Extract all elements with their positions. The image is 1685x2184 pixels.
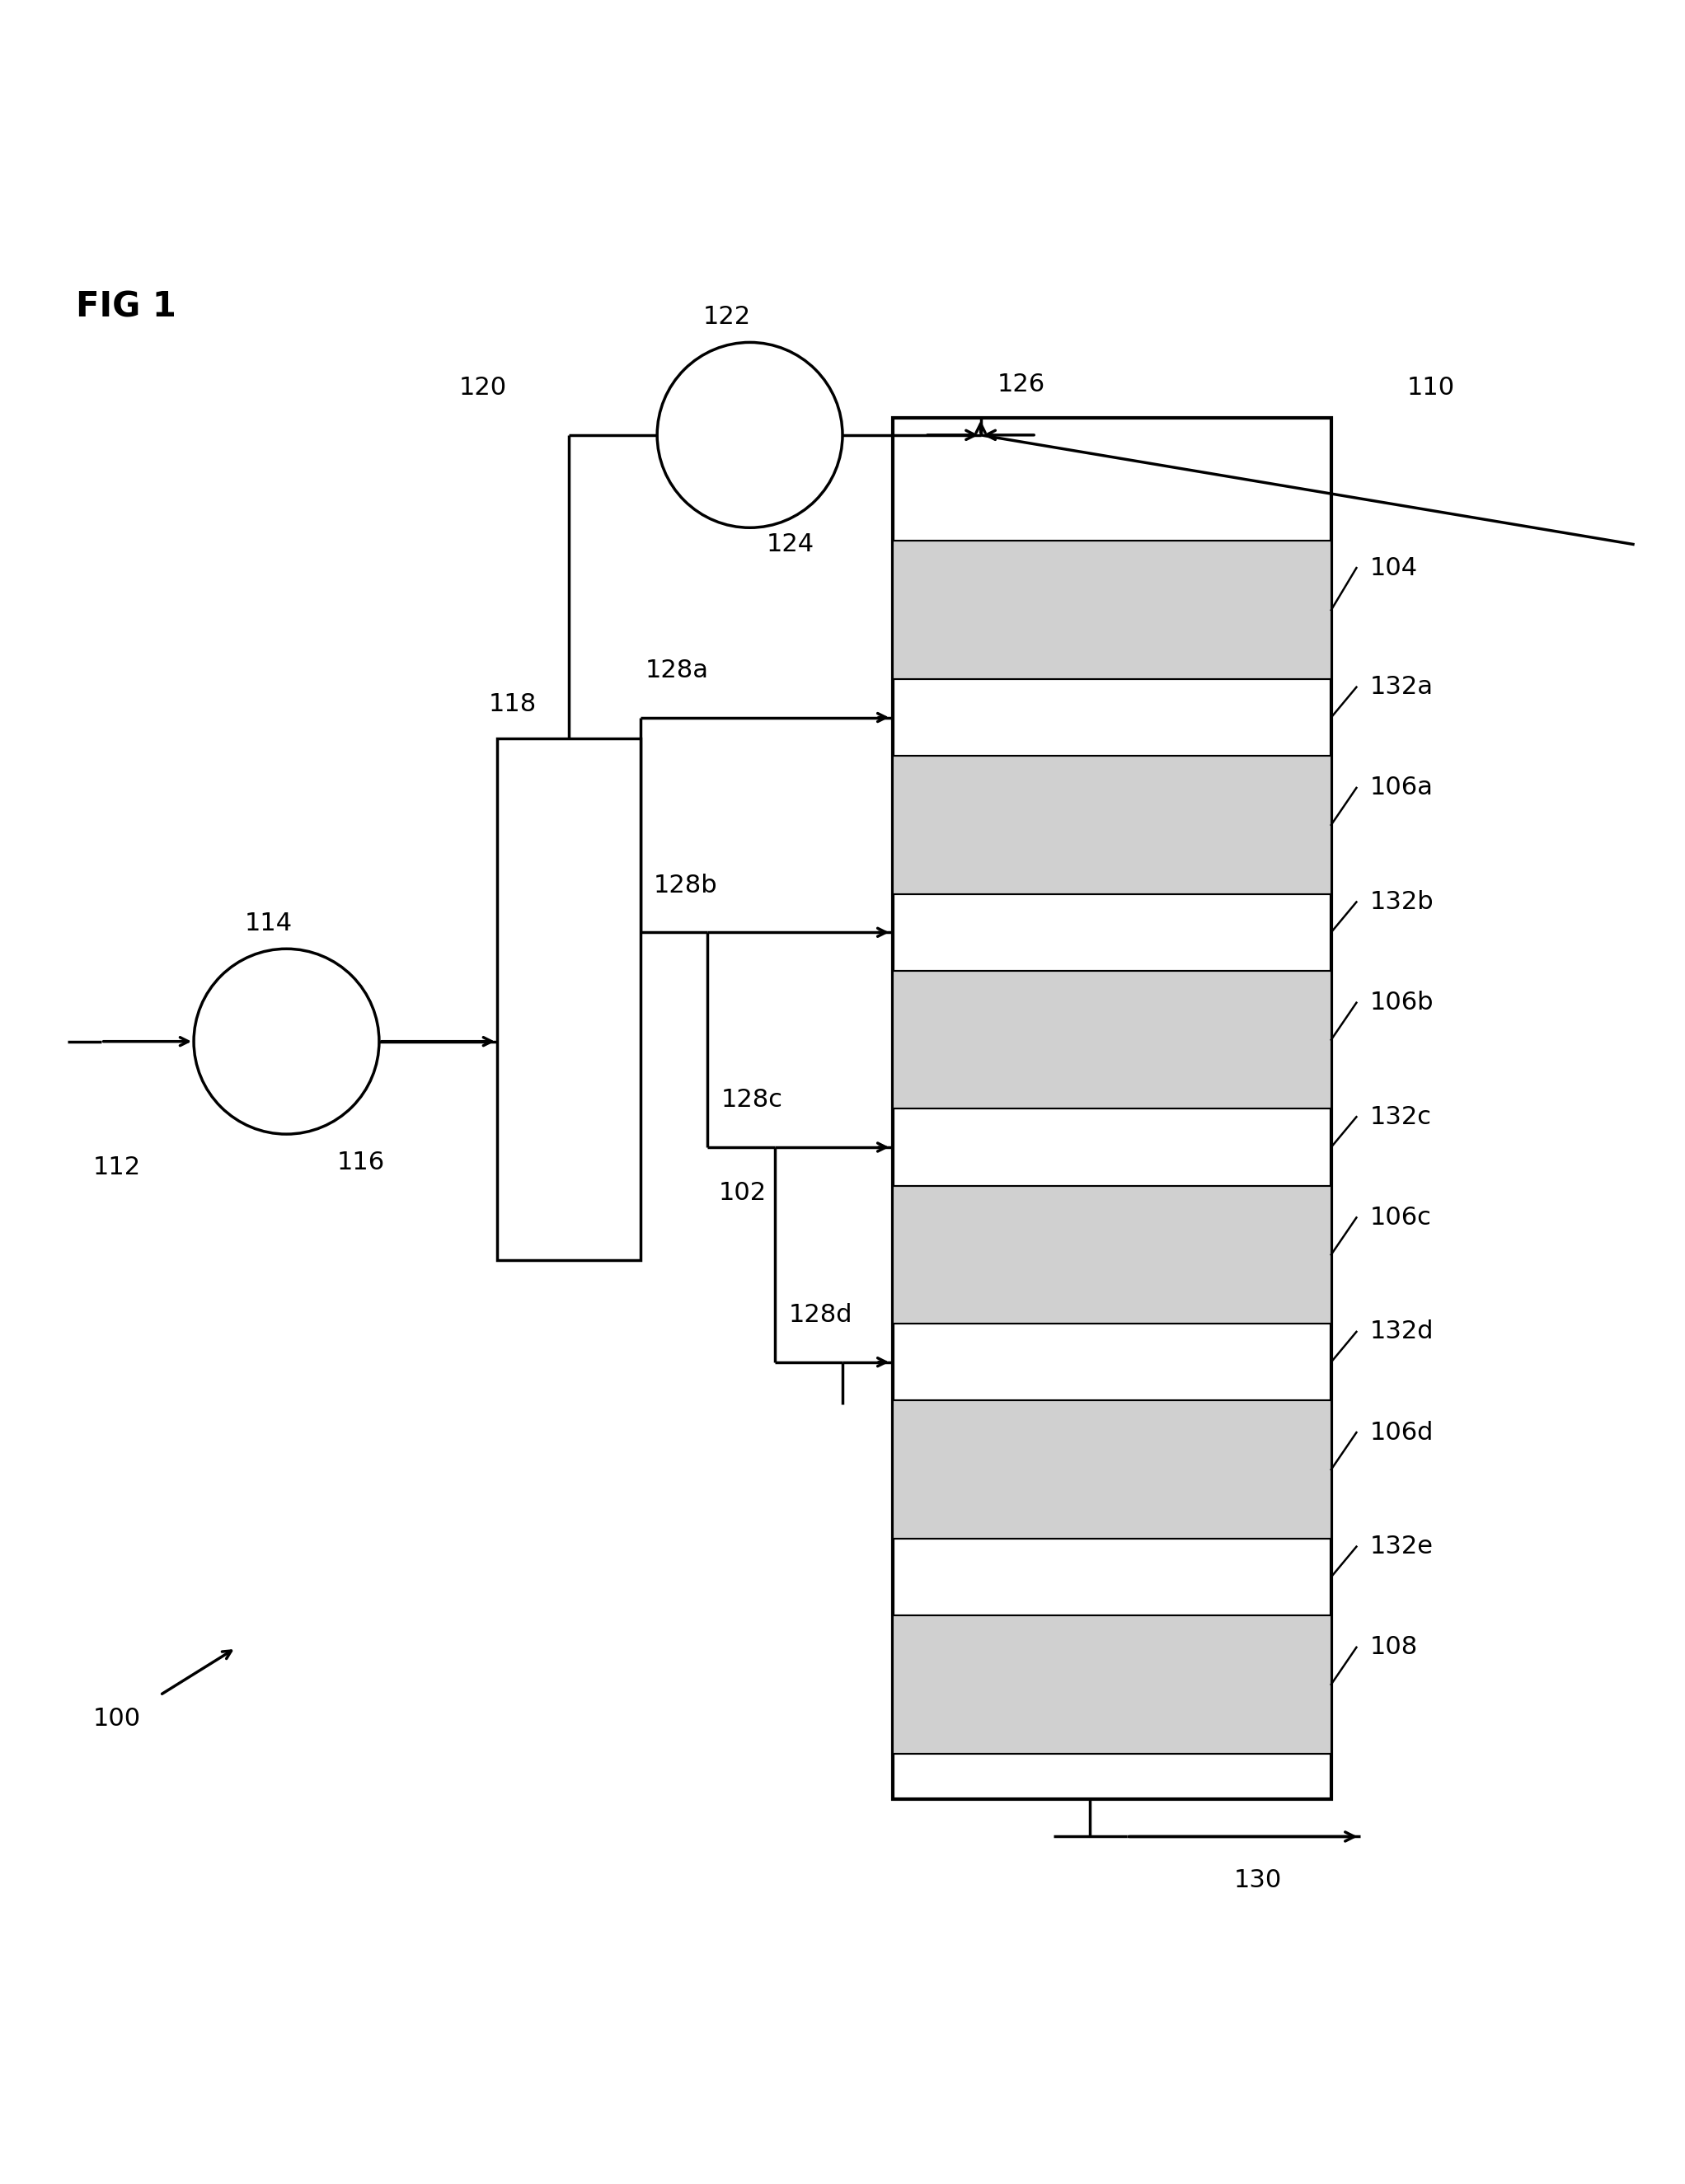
Bar <box>497 738 640 1260</box>
Bar <box>893 1400 1331 1538</box>
Text: 106a: 106a <box>1370 775 1434 799</box>
Text: 132d: 132d <box>1370 1319 1434 1343</box>
Text: 104: 104 <box>1370 557 1417 581</box>
Bar <box>893 1616 1331 1754</box>
Text: 120: 120 <box>458 376 507 400</box>
Text: 106c: 106c <box>1370 1206 1432 1230</box>
Text: FIG 1: FIG 1 <box>76 290 177 323</box>
Text: 124: 124 <box>767 533 814 557</box>
Text: 128b: 128b <box>654 874 718 898</box>
Text: 116: 116 <box>337 1151 384 1175</box>
Text: 128c: 128c <box>721 1088 784 1112</box>
Text: 110: 110 <box>1407 376 1454 400</box>
Bar <box>893 756 1331 893</box>
Text: 106b: 106b <box>1370 992 1434 1016</box>
Text: 114: 114 <box>244 911 292 935</box>
Text: 102: 102 <box>719 1182 767 1206</box>
Text: 108: 108 <box>1370 1636 1417 1660</box>
Text: 132e: 132e <box>1370 1535 1434 1559</box>
Bar <box>893 970 1331 1109</box>
Text: 132a: 132a <box>1370 675 1434 699</box>
Text: 122: 122 <box>703 306 750 330</box>
Bar <box>893 417 1331 1800</box>
Text: 112: 112 <box>93 1155 140 1179</box>
Text: 128d: 128d <box>789 1304 853 1328</box>
Bar <box>893 542 1331 679</box>
Bar <box>893 542 1331 679</box>
Bar <box>893 1186 1331 1324</box>
Bar <box>893 1186 1331 1324</box>
Text: 132b: 132b <box>1370 891 1434 913</box>
Text: 132c: 132c <box>1370 1105 1432 1129</box>
Bar <box>893 970 1331 1109</box>
Text: 100: 100 <box>93 1706 140 1730</box>
Bar <box>893 1616 1331 1754</box>
Text: 128a: 128a <box>645 657 709 681</box>
Text: 130: 130 <box>1233 1870 1281 1891</box>
Text: 126: 126 <box>998 373 1045 397</box>
Bar <box>893 1400 1331 1538</box>
Text: 106d: 106d <box>1370 1420 1434 1444</box>
Bar <box>893 756 1331 893</box>
Text: 118: 118 <box>489 692 536 716</box>
